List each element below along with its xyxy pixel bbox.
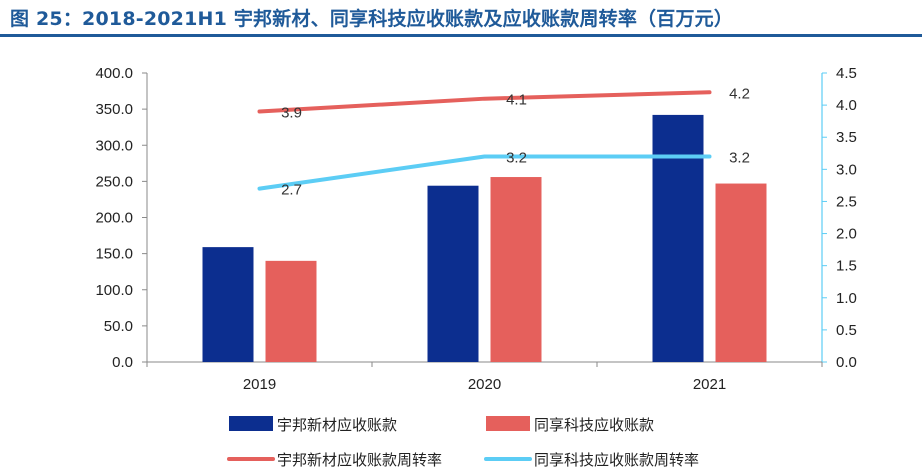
title-underline <box>0 34 922 37</box>
legend-label: 宇邦新材应收账款 <box>277 416 397 434</box>
data-label: 4.2 <box>729 85 750 102</box>
y-left-tick-label: 300.0 <box>95 137 133 154</box>
data-label: 4.1 <box>506 92 527 109</box>
bar <box>202 247 254 362</box>
y-right-tick-label: 2.5 <box>836 193 857 210</box>
bar <box>652 114 704 362</box>
legend-label: 同享科技应收账款 <box>534 416 654 434</box>
y-left-tick-label: 350.0 <box>95 101 133 118</box>
y-right-tick-label: 3.5 <box>836 129 857 146</box>
bar <box>490 177 542 362</box>
y-right-tick-label: 0.0 <box>836 354 857 371</box>
bar <box>427 185 479 362</box>
y-left-tick-label: 150.0 <box>95 246 133 263</box>
legend-label: 同享科技应收账款周转率 <box>534 451 699 469</box>
y-left-tick-label: 100.0 <box>95 282 133 299</box>
bar <box>715 183 767 362</box>
data-label: 3.9 <box>281 105 302 122</box>
y-left-tick-label: 400.0 <box>95 65 133 82</box>
y-right-tick-label: 3.0 <box>836 161 857 178</box>
data-label: 2.7 <box>281 182 302 199</box>
data-label: 3.2 <box>506 149 527 166</box>
chart-title: 图 25：2018-2021H1 宇邦新材、同享科技应收账款及应收账款周转率（百… <box>10 8 734 30</box>
legend-swatch <box>229 416 273 431</box>
y-left-tick-label: 0.0 <box>112 354 133 371</box>
y-left-tick-label: 200.0 <box>95 210 133 227</box>
y-right-tick-label: 2.0 <box>836 226 857 243</box>
series-line <box>257 90 712 114</box>
legend-label: 宇邦新材应收账款周转率 <box>277 451 442 469</box>
y-left-tick-label: 250.0 <box>95 173 133 190</box>
y-right-tick-label: 4.5 <box>836 65 857 82</box>
y-right-tick-label: 1.0 <box>836 290 857 307</box>
x-tick-label: 2019 <box>243 376 276 393</box>
bar <box>265 260 317 362</box>
y-right-tick-label: 0.5 <box>836 322 857 339</box>
series-line <box>257 154 712 191</box>
x-tick-label: 2021 <box>693 376 726 393</box>
legend-swatch <box>486 416 530 431</box>
y-right-tick-label: 1.5 <box>836 258 857 275</box>
x-tick-label: 2020 <box>468 376 501 393</box>
y-left-tick-label: 50.0 <box>104 318 133 335</box>
data-label: 3.2 <box>729 149 750 166</box>
y-right-tick-label: 4.0 <box>836 97 857 114</box>
